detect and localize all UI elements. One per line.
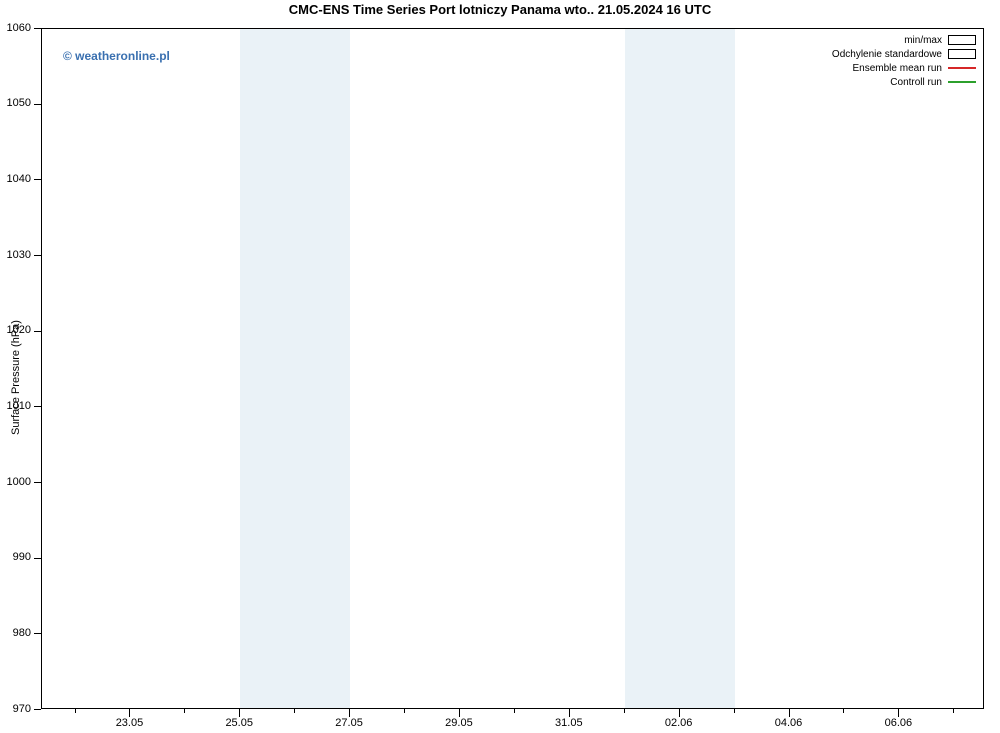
legend-swatch-box [948, 35, 976, 45]
x-tick-label: 06.06 [878, 717, 918, 729]
title-main: CMC-ENS Time Series Port lotniczy Panama [289, 2, 561, 17]
x-tick-mark [459, 709, 460, 717]
y-tick-label: 1030 [7, 249, 31, 261]
x-tick-mark [569, 709, 570, 717]
legend-item: Controll run [832, 75, 976, 89]
weekend-shade [625, 29, 735, 708]
x-minor-tick-mark [184, 709, 185, 713]
x-tick-mark [349, 709, 350, 717]
x-tick-label: 29.05 [439, 717, 479, 729]
legend-label: Controll run [890, 77, 942, 88]
y-tick-mark [34, 633, 41, 634]
y-tick-label: 1010 [7, 400, 31, 412]
x-minor-tick-mark [843, 709, 844, 713]
legend-item: Ensemble mean run [832, 61, 976, 75]
y-axis-label: Surface Pressure (hPa) [10, 320, 22, 435]
chart-root: CMC-ENS Time Series Port lotniczy Panama… [0, 0, 1000, 733]
x-tick-label: 27.05 [329, 717, 369, 729]
y-tick-label: 1000 [7, 476, 31, 488]
legend: min/max Odchylenie standardowe Ensemble me… [832, 33, 976, 89]
legend-item: Odchylenie standardowe [832, 47, 976, 61]
legend-swatch-box [948, 49, 976, 59]
y-tick-mark [34, 255, 41, 256]
y-tick-mark [34, 179, 41, 180]
y-tick-label: 1020 [7, 324, 31, 336]
watermark: © weatheronline.pl [63, 49, 170, 63]
y-tick-mark [34, 406, 41, 407]
x-minor-tick-mark [404, 709, 405, 713]
x-tick-mark [239, 709, 240, 717]
legend-label: min/max [904, 35, 942, 46]
y-tick-mark [34, 104, 41, 105]
x-tick-label: 23.05 [109, 717, 149, 729]
y-tick-mark [34, 709, 41, 710]
weekend-shade [240, 29, 350, 708]
legend-label: Ensemble mean run [853, 63, 943, 74]
y-tick-label: 990 [13, 551, 31, 563]
x-tick-mark [129, 709, 130, 717]
chart-title: CMC-ENS Time Series Port lotniczy Panama… [0, 2, 1000, 17]
x-tick-label: 31.05 [549, 717, 589, 729]
x-minor-tick-mark [734, 709, 735, 713]
x-tick-mark [789, 709, 790, 717]
legend-item: min/max [832, 33, 976, 47]
y-tick-mark [34, 558, 41, 559]
y-tick-label: 1040 [7, 173, 31, 185]
x-minor-tick-mark [514, 709, 515, 713]
x-tick-label: 02.06 [659, 717, 699, 729]
legend-swatch-line [948, 67, 976, 69]
y-tick-label: 1060 [7, 22, 31, 34]
y-tick-label: 970 [13, 703, 31, 715]
x-tick-label: 25.05 [219, 717, 259, 729]
x-minor-tick-mark [294, 709, 295, 713]
plot-area [41, 28, 984, 709]
x-minor-tick-mark [624, 709, 625, 713]
x-minor-tick-mark [953, 709, 954, 713]
y-tick-label: 980 [13, 627, 31, 639]
x-tick-mark [898, 709, 899, 717]
x-minor-tick-mark [75, 709, 76, 713]
x-tick-mark [679, 709, 680, 717]
legend-label: Odchylenie standardowe [832, 49, 942, 60]
y-tick-label: 1050 [7, 97, 31, 109]
y-tick-mark [34, 28, 41, 29]
x-tick-label: 04.06 [769, 717, 809, 729]
y-tick-mark [34, 482, 41, 483]
title-date: wto.. 21.05.2024 16 UTC [565, 2, 712, 17]
y-tick-mark [34, 331, 41, 332]
legend-swatch-line [948, 81, 976, 83]
